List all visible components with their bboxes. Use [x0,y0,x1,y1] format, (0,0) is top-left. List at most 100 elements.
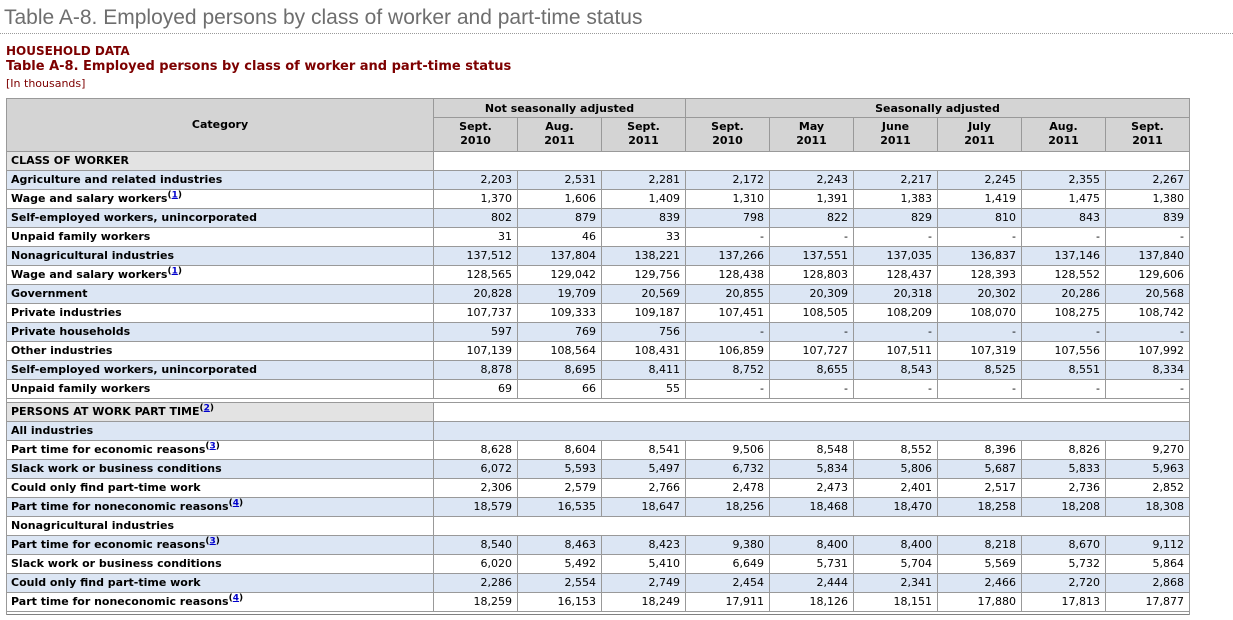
value-cell: 2,355 [1021,169,1106,190]
value-cell: 2,766 [601,477,686,498]
value-cell: 17,911 [685,591,770,612]
value-cell: - [1021,378,1106,399]
value-cell: 2,454 [685,572,770,593]
value-cell: 1,391 [769,188,854,209]
value-cell: 6,649 [685,553,770,574]
value-cell: 5,492 [517,553,602,574]
footnote-link[interactable]: 4 [232,593,239,604]
value-cell: 108,505 [769,302,854,323]
footnote-link[interactable]: 1 [171,190,178,201]
value-cell: 18,308 [1105,496,1190,517]
row-label-cell: Agriculture and related industries [6,169,434,190]
value-cell: 8,540 [433,534,518,555]
table-row: Slack work or business conditions 6,072 5,… [6,458,1190,479]
empty-data-cell [433,150,1190,171]
column-header: Sept. 2010 [433,117,518,152]
footnote-sup: (4) [228,498,244,509]
value-cell: 2,286 [433,572,518,593]
row-label-cell: Unpaid family workers [6,378,434,399]
value-cell: - [769,226,854,247]
group-label-row: All industries [6,420,1190,441]
value-cell: 109,187 [601,302,686,323]
value-cell: 137,266 [685,245,770,266]
value-cell: 2,203 [433,169,518,190]
table-row: Could only find part-time work 2,306 2,579… [6,477,1190,498]
column-header: May 2011 [769,117,854,152]
footnote-link[interactable]: 2 [203,403,210,414]
column-header: June 2011 [853,117,938,152]
value-cell: 9,506 [685,439,770,460]
value-cell: 33 [601,226,686,247]
value-cell: 8,752 [685,359,770,380]
footnote-link[interactable]: 4 [232,498,239,509]
table-row: Part time for noneconomic reasons(4) 18,2… [6,591,1190,612]
row-label-cell: Nonagricultural industries [6,515,434,536]
page-title: Table A-8. Employed persons by class of … [0,0,1233,34]
row-label-cell: Self-employed workers, unincorporated [6,359,434,380]
value-cell: 106,859 [685,340,770,361]
value-cell: 138,221 [601,245,686,266]
value-cell: 20,568 [1105,283,1190,304]
footnote-sup: (1) [167,190,182,201]
value-cell: 2,749 [601,572,686,593]
value-cell: 137,840 [1105,245,1190,266]
value-cell: 2,466 [937,572,1022,593]
value-cell: 1,380 [1105,188,1190,209]
value-cell: 2,267 [1105,169,1190,190]
value-cell: - [1021,226,1106,247]
value-cell: 128,438 [685,264,770,285]
value-cell: 829 [853,207,938,228]
value-cell: 8,670 [1021,534,1106,555]
value-cell: 18,647 [601,496,686,517]
group-label-row: Nonagricultural industries [6,515,1190,536]
column-header: July 2011 [937,117,1022,152]
value-cell: 20,286 [1021,283,1106,304]
footnote-sup: (1) [167,266,182,277]
value-cell: - [769,321,854,342]
value-cell: 20,569 [601,283,686,304]
value-cell: 5,410 [601,553,686,574]
row-label-cell: Other industries [6,340,434,361]
column-header: Aug. 2011 [1021,117,1106,152]
table-row: Other industries 107,139 108,564 108,431 106… [6,340,1190,361]
value-cell: 108,209 [853,302,938,323]
value-cell: 16,535 [517,496,602,517]
empty-data-cell [433,401,1190,422]
value-cell: 2,243 [769,169,854,190]
value-cell: 128,393 [937,264,1022,285]
value-cell: 2,478 [685,477,770,498]
footnote-link[interactable]: 3 [209,441,216,452]
value-cell: 1,370 [433,188,518,209]
value-cell: 18,579 [433,496,518,517]
row-label-cell: Part time for noneconomic reasons(4) [6,496,434,517]
value-cell: 798 [685,207,770,228]
table-row: Unpaid family workers 69 66 55- - - - - - [6,378,1190,399]
value-cell: 5,497 [601,458,686,479]
value-cell: 46 [517,226,602,247]
value-cell: 5,569 [937,553,1022,574]
value-cell: 129,756 [601,264,686,285]
table-row: Unpaid family workers 31 46 33- - - - - - [6,226,1190,247]
value-cell: - [937,321,1022,342]
footnote-link[interactable]: 1 [171,266,178,277]
value-cell: 5,704 [853,553,938,574]
value-cell: - [685,321,770,342]
table-row: Part time for economic reasons(3) 8,540 8,… [6,534,1190,555]
footnote-sup: (3) [205,536,220,547]
value-cell: 108,070 [937,302,1022,323]
value-cell: 16,153 [517,591,602,612]
value-cell: 137,804 [517,245,602,266]
value-cell: 8,878 [433,359,518,380]
value-cell: 136,837 [937,245,1022,266]
column-header: Aug. 2011 [517,117,602,152]
footnote-link[interactable]: 3 [209,536,216,547]
value-cell: - [853,321,938,342]
value-cell: 5,732 [1021,553,1106,574]
row-label-cell: Private industries [6,302,434,323]
value-cell: 17,877 [1105,591,1190,612]
table-title: Table A-8. Employed persons by class of … [6,59,512,74]
value-cell: 8,423 [601,534,686,555]
value-cell: 137,551 [769,245,854,266]
row-label-cell: Private households [6,321,434,342]
value-cell: 128,565 [433,264,518,285]
